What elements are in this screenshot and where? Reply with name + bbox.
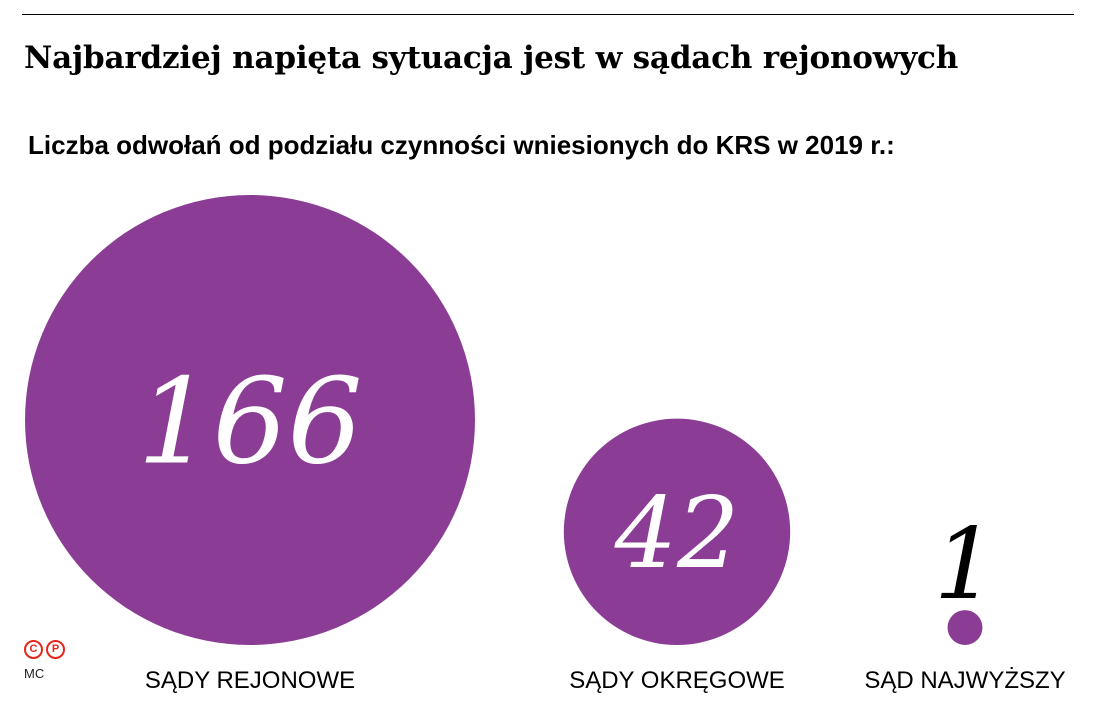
copyright-icon: C: [24, 640, 43, 659]
value-label: 42: [614, 477, 740, 591]
chart-title: Najbardziej napięta sytuacja jest w sąda…: [24, 40, 959, 76]
value-label: 166: [137, 352, 362, 490]
credit-block: C P MC: [24, 640, 65, 681]
bubble: [563, 418, 791, 645]
category-label: SĄDY REJONOWE: [145, 667, 355, 694]
credit-author: MC: [24, 666, 45, 681]
category-label: SĄDY OKRĘGOWE: [569, 667, 785, 694]
category-label: SĄD NAJWYŻSZY: [864, 667, 1065, 694]
value-label: 1: [934, 508, 996, 622]
credit-icons: C P: [24, 640, 65, 659]
bubble: [947, 610, 983, 645]
phonogram-icon: P: [46, 640, 65, 659]
bubble: [25, 195, 475, 645]
top-rule: [22, 14, 1074, 15]
chart-subtitle: Liczba odwołań od podziału czynności wni…: [28, 130, 895, 160]
